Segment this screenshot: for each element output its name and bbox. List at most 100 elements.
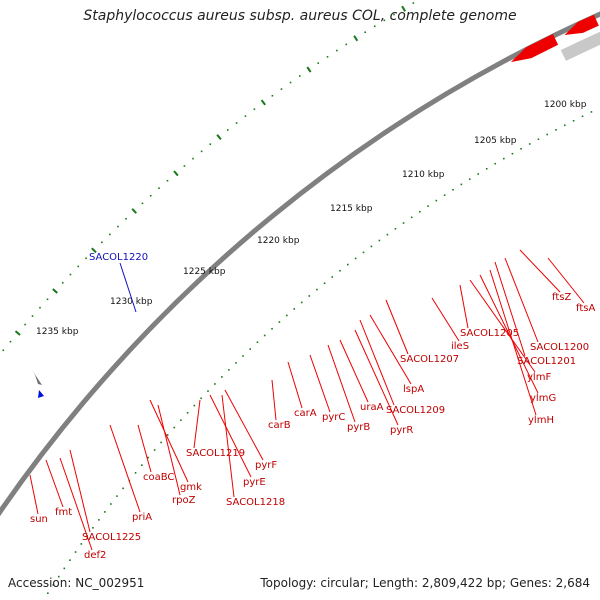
label-leader [45, 459, 64, 508]
inner-tick [427, 205, 429, 207]
gene-feature [560, 31, 600, 61]
inner-tick [74, 551, 77, 553]
inner-tick [242, 355, 244, 357]
gene-label: SACOL1207 [400, 354, 459, 365]
gene-label: gmk [180, 482, 202, 493]
scale-label: 1215 kbp [330, 204, 373, 214]
label-leader [369, 314, 412, 385]
gene-label: SACOL1225 [82, 532, 141, 543]
inner-tick [160, 441, 162, 444]
inner-tick [494, 162, 497, 165]
inner-tick [278, 321, 281, 323]
inner-tick [52, 584, 55, 586]
label-leader [354, 329, 399, 426]
inner-tick [563, 124, 566, 127]
scale-tick [117, 225, 119, 228]
label-leader [109, 424, 141, 513]
inner-tick [546, 133, 548, 136]
inner-tick [228, 369, 230, 371]
label-leader [59, 457, 93, 551]
inner-tick [386, 233, 389, 236]
label-leader [339, 339, 369, 403]
gene-label: carB [268, 420, 291, 431]
gene-label: pyrE [243, 477, 266, 488]
inner-tick [69, 559, 71, 561]
scale-tick [345, 43, 348, 46]
gene-label: SACOL1218 [226, 497, 285, 508]
label-leader [209, 394, 252, 478]
inner-tick [370, 245, 373, 248]
label-leader [431, 297, 460, 342]
inner-tick [110, 503, 112, 505]
inner-tick [316, 288, 318, 291]
gene-arrow [510, 33, 559, 63]
scale-tick [24, 323, 26, 326]
gene-arrow [564, 14, 599, 35]
gene-label: def2 [84, 550, 106, 561]
scale-tick-major [131, 208, 138, 214]
scale-tick [209, 143, 212, 145]
scale-tick [298, 75, 301, 77]
inner-tick [104, 511, 106, 513]
inner-tick [98, 519, 100, 521]
scale-label: 1200 kbp [544, 100, 587, 110]
scale-tick [192, 157, 194, 160]
inner-tick [339, 269, 341, 272]
label-leader [469, 279, 536, 373]
scale-tick [85, 257, 87, 260]
gene-label: ileS [451, 341, 469, 352]
gene-label: ylmH [528, 415, 554, 426]
scale-tick [326, 56, 329, 58]
inner-tick [419, 210, 421, 213]
label-leader [519, 249, 561, 293]
scale-tick [61, 281, 64, 284]
inner-tick [63, 567, 66, 570]
scale-tick [183, 165, 186, 167]
gene-label: ftsA [576, 303, 595, 314]
label-leader [157, 404, 181, 496]
inner-tick [468, 178, 471, 180]
inner-tick [537, 138, 540, 141]
scale-tick [317, 62, 320, 64]
inner-tick [520, 148, 522, 150]
gene-label: SACOL1219 [186, 448, 245, 459]
inner-tick [285, 314, 288, 317]
scale-tick-major [306, 66, 312, 73]
gene-label: SACOL1200 [530, 342, 589, 353]
scale-tick [373, 25, 376, 28]
inner-tick [410, 216, 413, 219]
scale-tick [289, 81, 292, 84]
inner-tick [92, 527, 94, 529]
inner-tick [122, 487, 124, 490]
inner-tick [235, 362, 237, 364]
label-leader [224, 389, 264, 461]
scale-tick [46, 298, 49, 301]
inner-tick [435, 199, 438, 202]
inner-tick [134, 472, 137, 474]
scale-tick-major [14, 330, 21, 336]
inner-tick [590, 111, 593, 113]
label-leader [385, 299, 409, 355]
label-leader [271, 379, 277, 421]
gene-label: ylmG [530, 393, 556, 404]
scale-tick-major [52, 288, 58, 294]
gene-label: coaBC [143, 472, 174, 483]
inner-tick [221, 376, 223, 378]
scale-tick [336, 49, 338, 52]
scale-tick [271, 94, 274, 97]
scale-label: 1225 kbp [183, 267, 226, 277]
inner-tick [80, 543, 83, 545]
scale-tick [101, 241, 103, 244]
scale-tick-major [91, 247, 97, 254]
gene-label: pyrB [347, 422, 370, 433]
gene-label: priA [132, 512, 152, 523]
gene-label: pyrR [390, 425, 413, 436]
inner-tick [460, 183, 463, 186]
label-leader [309, 354, 331, 413]
inner-tick [394, 227, 397, 230]
scale-label: 1205 kbp [474, 136, 517, 146]
gene-label: SACOL1201 [517, 356, 576, 367]
scale-tick-major [216, 134, 222, 141]
scale-tick [9, 340, 12, 343]
label-leader [119, 262, 137, 313]
